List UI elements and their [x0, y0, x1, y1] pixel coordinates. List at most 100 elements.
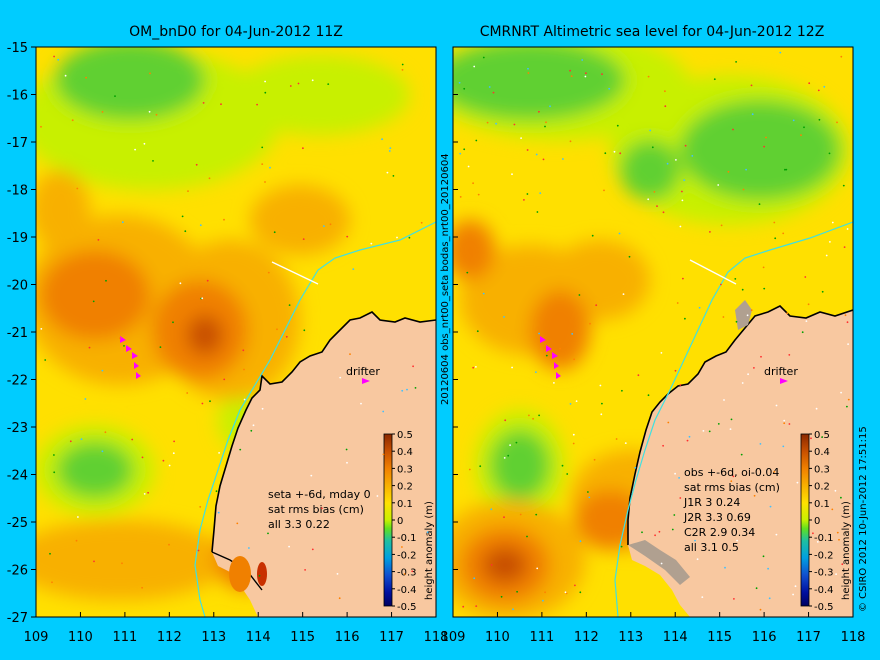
observation-point	[239, 448, 242, 451]
observation-point	[269, 166, 271, 169]
observation-point	[727, 170, 730, 173]
observation-point	[84, 398, 87, 400]
observation-point	[264, 91, 267, 94]
observation-point	[490, 564, 493, 566]
observation-point	[702, 430, 705, 432]
x-tick-label: 109	[24, 630, 49, 645]
observation-point	[775, 533, 778, 536]
observation-point	[759, 443, 762, 445]
right-stats-line: J2R 3.3 0.69	[683, 511, 751, 524]
observation-point	[641, 531, 643, 534]
observation-point	[528, 414, 530, 417]
observation-point	[515, 441, 518, 444]
x-tick-label: 114	[246, 630, 271, 645]
x-tick-label: 116	[335, 630, 360, 645]
observation-point	[105, 279, 107, 282]
right-stats-line: all 3.1 0.5	[684, 541, 739, 554]
observation-point	[825, 254, 828, 257]
observation-point	[179, 282, 182, 285]
observation-point	[637, 374, 640, 377]
observation-point	[585, 72, 587, 75]
observation-point	[88, 346, 91, 349]
observation-point	[846, 405, 848, 408]
x-tick-label: 110	[68, 630, 93, 645]
observation-point	[504, 419, 507, 422]
observation-point	[565, 592, 568, 595]
observation-point	[647, 394, 650, 397]
observation-point	[846, 228, 849, 230]
observation-point	[187, 190, 189, 193]
observation-point	[288, 545, 290, 548]
observation-point	[526, 149, 529, 151]
observation-point	[486, 121, 489, 124]
observation-point	[796, 481, 799, 484]
observation-point	[762, 266, 765, 269]
observation-point	[218, 452, 221, 454]
observation-point	[698, 306, 701, 309]
observation-point	[683, 179, 686, 182]
y-tick-label: -27	[7, 611, 28, 626]
observation-point	[289, 85, 292, 87]
observation-point	[243, 398, 246, 401]
observation-point	[401, 389, 404, 392]
observation-point	[753, 494, 756, 497]
observation-point	[352, 268, 355, 270]
observation-point	[717, 423, 720, 425]
observation-point	[579, 540, 582, 543]
right-drifter-track	[540, 336, 788, 384]
observation-point	[675, 159, 677, 161]
observation-point	[426, 531, 429, 534]
observation-point	[734, 278, 737, 280]
observation-point	[388, 150, 391, 152]
observation-point	[539, 192, 542, 195]
observation-point	[587, 491, 589, 493]
observation-point	[708, 430, 711, 433]
observation-point	[717, 184, 720, 186]
observation-point	[807, 303, 810, 306]
observation-point	[101, 111, 104, 113]
observation-point	[85, 76, 87, 79]
observation-point	[336, 573, 339, 575]
observation-point	[660, 352, 663, 354]
colorbar-tick-label: 0.1	[397, 499, 413, 510]
observation-point	[173, 440, 176, 443]
y-tick-label: -23	[7, 421, 28, 436]
observation-point	[463, 87, 466, 90]
observation-point	[40, 328, 43, 330]
observation-point	[788, 354, 791, 356]
observation-point	[386, 171, 389, 174]
observation-point	[121, 562, 123, 565]
observation-point	[818, 118, 821, 121]
observation-point	[93, 560, 95, 563]
observation-point	[601, 73, 603, 75]
observation-point	[114, 95, 116, 97]
observation-point	[681, 199, 684, 202]
observation-point	[482, 56, 485, 59]
observation-point	[836, 121, 838, 124]
right-stats-line: sat rms bias (cm)	[684, 481, 780, 494]
observation-point	[206, 279, 209, 282]
left-stats-line: seta +-6d, mday 0	[268, 488, 371, 501]
observation-point	[678, 477, 680, 479]
observation-point	[803, 126, 805, 129]
observation-point	[360, 402, 362, 405]
observation-point	[666, 162, 669, 165]
observation-point	[526, 535, 528, 538]
observation-point	[571, 333, 574, 335]
observation-point	[758, 203, 761, 206]
observation-point	[660, 562, 663, 565]
colorbar-tick-label: 0	[397, 516, 403, 527]
observation-point	[750, 309, 753, 312]
observation-point	[396, 236, 398, 239]
observation-point	[538, 332, 540, 335]
observation-point	[71, 119, 74, 122]
left-map-panel: OM_bnD0 for 04-Jun-2012 11Z	[35, 24, 437, 618]
colorbar-tick-label: -0.2	[397, 550, 417, 561]
observation-point	[538, 110, 540, 113]
observation-point	[812, 532, 814, 535]
observation-point	[841, 563, 844, 566]
observation-point	[376, 495, 379, 497]
observation-point	[724, 566, 726, 569]
left-stats-line: sat rms bias (cm)	[268, 503, 364, 516]
observation-point	[751, 113, 754, 116]
